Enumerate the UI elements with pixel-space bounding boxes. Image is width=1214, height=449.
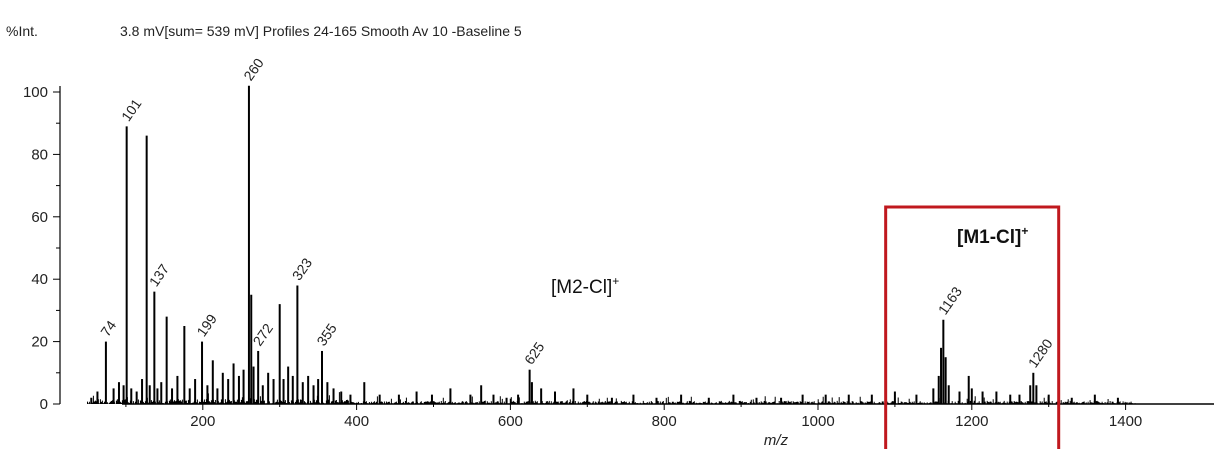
y-tick-label: 40 bbox=[31, 271, 48, 288]
x-tick-label: 400 bbox=[344, 413, 369, 430]
m1-annotation-base: [M1-Cl] bbox=[957, 227, 1021, 248]
peak-label: 101 bbox=[118, 96, 145, 124]
y-tick-label: 60 bbox=[31, 209, 48, 226]
axes: 200 400 600 800 1000 1200 1400 m/z 0 20 40 60 80 100 bbox=[23, 84, 1214, 449]
y-tick-label: 20 bbox=[31, 334, 48, 351]
peak-label: 355 bbox=[313, 320, 340, 348]
acquisition-info: 3.8 mV[sum= 539 mV] Profiles 24-165 Smoo… bbox=[120, 23, 522, 39]
x-tick-label: 1400 bbox=[1109, 413, 1142, 430]
y-tick-label: 80 bbox=[31, 146, 48, 163]
peak-label: 74 bbox=[97, 317, 119, 339]
peak-labels: 74 101 137 199 260 272 323 355 625 1163 1280 bbox=[97, 55, 1056, 371]
peak-label: 625 bbox=[521, 339, 548, 367]
peak-label: 1280 bbox=[1025, 336, 1056, 371]
x-axis-title: m/z bbox=[764, 432, 789, 449]
m2-annotation: [M2-Cl]+ bbox=[551, 274, 619, 298]
m2-annotation-sup: + bbox=[612, 274, 619, 288]
peak-label: 272 bbox=[250, 320, 277, 348]
x-tick-label: 1000 bbox=[801, 413, 834, 430]
y-tick-label: 0 bbox=[40, 396, 48, 413]
m1-highlight-box bbox=[884, 205, 1061, 449]
x-tick-label: 600 bbox=[498, 413, 523, 430]
peak-label: 137 bbox=[146, 261, 173, 289]
peak-label: 199 bbox=[193, 311, 220, 339]
m1-annotation-sup: + bbox=[1021, 224, 1028, 238]
x-tick-label: 200 bbox=[190, 413, 215, 430]
m1-annotation: [M1-Cl]+ bbox=[957, 224, 1028, 248]
x-tick-label: 1200 bbox=[955, 413, 988, 430]
peak-label: 1163 bbox=[935, 283, 965, 317]
peak-label: 260 bbox=[240, 55, 267, 83]
y-tick-label: 100 bbox=[23, 84, 48, 101]
peak-label: 323 bbox=[289, 255, 316, 283]
y-unit-label: %Int. bbox=[6, 23, 38, 39]
m2-annotation-base: [M2-Cl] bbox=[551, 277, 612, 298]
spectrum-trace bbox=[87, 85, 1137, 404]
x-tick-label: 800 bbox=[652, 413, 677, 430]
